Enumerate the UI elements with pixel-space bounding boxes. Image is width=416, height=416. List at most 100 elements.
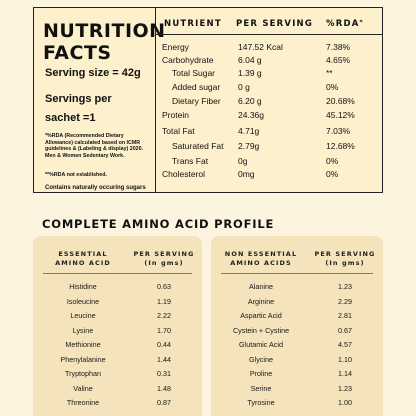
amino-acid-name: Threonine: [66, 398, 100, 407]
header-line-2: (In gms): [325, 259, 365, 267]
amino-acid-name: Isoleucine: [66, 296, 100, 306]
nutrient-row: Protein 24.36g 45.12%: [34, 110, 382, 123]
amino-acid-value: 2.81: [338, 311, 352, 320]
essential-serving-header: PER SERVING (In gms): [129, 250, 199, 268]
essential-amino-panel: ESSENTIAL AMINO ACID PER SERVING (In gms…: [33, 236, 202, 416]
nutrient-rda: 45.12%: [326, 110, 355, 120]
nutrient-name: Cholesterol: [162, 169, 205, 179]
nutrient-serving: 24.36g: [238, 110, 264, 120]
amino-acid-value: 1.23: [338, 282, 352, 291]
amino-row: Alanine 1.23: [211, 282, 383, 296]
amino-row: Proline 1.14: [211, 369, 383, 383]
title-line-1: NUTRITION: [43, 20, 166, 42]
amino-acid-name: Alanine: [249, 282, 273, 291]
amino-row: Glutamic Acid 4.57: [211, 340, 383, 354]
servings-per-sachet: Servings per sachet =1: [45, 90, 135, 128]
amino-acid-value: 1.00: [338, 398, 352, 407]
rda-not-established-note: **%RDA not established.: [45, 172, 107, 178]
nutrient-rda: 0%: [326, 82, 339, 92]
amino-row: Histidine 0.63: [33, 282, 202, 296]
header-rda-asterisk: *: [359, 19, 363, 26]
nutrient-rda: 12.68%: [326, 141, 355, 151]
amino-acid-value: 1.19: [157, 296, 171, 306]
nutrient-serving: 4.71g: [238, 126, 260, 136]
nutrient-serving: 147.52 Kcal: [238, 42, 283, 52]
nutrient-rda: 4.65%: [326, 55, 351, 65]
header-per-serving: PER SERVING: [236, 19, 314, 29]
amino-acid-name: Lysine: [72, 325, 94, 335]
amino-acid-value: 1.23: [338, 383, 352, 393]
amino-profile-title: COMPLETE AMINO ACID PROFILE: [42, 217, 275, 231]
nutrient-row: Trans Fat 0g 0%: [34, 156, 382, 169]
amino-acid-name: Proline: [249, 369, 273, 378]
nutrient-row: Total Sugar 1.39 g **: [34, 68, 382, 81]
nutrient-rda: 0%: [326, 169, 339, 179]
amino-acid-name: Aspartic Acid: [240, 311, 282, 320]
non-essential-amino-panel: NON ESSENTIAL AMINO ACIDS PER SERVING (I…: [211, 236, 383, 416]
amino-row: Tryptophan 0.31: [33, 369, 202, 383]
nutrient-rda: 0%: [326, 156, 339, 166]
amino-acid-name: Phenylalanine: [60, 354, 106, 364]
amino-acid-value: 1.14: [338, 369, 352, 378]
amino-acid-name: Cystein + Cystine: [232, 325, 290, 335]
non-essential-acid-header: NON ESSENTIAL AMINO ACIDS: [215, 250, 307, 268]
header-line-2: (In gms): [144, 259, 184, 267]
amino-acid-name: Valine: [73, 383, 93, 393]
nutrient-name: Protein: [162, 110, 189, 120]
nutrient-serving: 0 g: [238, 82, 250, 92]
nutrient-row: Energy 147.52 Kcal 7.38%: [34, 42, 382, 55]
header-rda: %RDA*: [326, 19, 363, 29]
header-line-2: AMINO ACID: [55, 259, 111, 267]
amino-row: Arginine 2.29: [211, 297, 383, 311]
essential-acid-header: ESSENTIAL AMINO ACID: [39, 250, 127, 268]
amino-row: Aspartic Acid 2.81: [211, 311, 383, 325]
non-essential-serving-header: PER SERVING (In gms): [311, 250, 379, 268]
header-line-1: NON ESSENTIAL: [224, 250, 298, 258]
amino-row: Tyrosine 1.00: [211, 398, 383, 412]
title-line-2: FACTS: [43, 42, 112, 64]
servings-per-line-2: sachet =1: [45, 112, 96, 124]
nutrient-name: Carbohydrate: [162, 55, 214, 65]
nutrient-row: Cholesterol 0mg 0%: [34, 169, 382, 182]
header-rule: [156, 34, 382, 35]
amino-acid-name: Serine: [250, 383, 272, 393]
amino-acid-value: 0.31: [157, 369, 171, 378]
nutrient-row: Carbohydrate 6.04 g 4.65%: [34, 55, 382, 68]
header-nutrient: NUTRIENT: [164, 19, 222, 29]
amino-row: Cystein + Cystine 0.67: [211, 326, 383, 340]
amino-row: Glycine 1.10: [211, 355, 383, 369]
amino-acid-name: Arginine: [247, 296, 275, 306]
amino-acid-value: 1.10: [338, 354, 352, 364]
amino-acid-value: 4.57: [338, 340, 352, 349]
amino-acid-name: Glycine: [249, 354, 273, 364]
amino-row: Serine 1.23: [211, 384, 383, 398]
nutrient-serving: 0g: [238, 156, 248, 166]
amino-row: Phenylalanine 1.44: [33, 355, 202, 369]
amino-acid-name: Histidine: [69, 282, 97, 291]
amino-acid-name: Tryptophan: [64, 369, 102, 378]
nutrient-serving: 6.04 g: [238, 55, 262, 65]
amino-acid-value: 0.87: [157, 398, 171, 407]
serving-size: Serving size = 42g: [45, 67, 141, 79]
nutrient-rda: 20.68%: [326, 96, 355, 106]
header-line-2: AMINO ACIDS: [230, 259, 292, 267]
nutrient-name: Saturated Fat: [172, 141, 224, 151]
amino-acid-value: 1.70: [157, 325, 171, 335]
nutrient-row: Dietary Fiber 6.20 g 20.68%: [34, 96, 382, 109]
column-divider: [155, 8, 156, 192]
amino-row: Methionine 0.44: [33, 340, 202, 354]
nutrient-name: Energy: [162, 42, 189, 52]
nutrient-serving: 2.79g: [238, 141, 260, 151]
header-line-1: PER SERVING: [133, 250, 195, 258]
amino-acid-value: 1.48: [157, 383, 171, 393]
nutrient-name: Total Fat: [162, 126, 195, 136]
nutrient-name: Total Sugar: [172, 68, 215, 78]
amino-acid-name: Methionine: [65, 340, 101, 349]
servings-per-line-1: Servings per: [45, 93, 112, 105]
amino-acid-value: 0.63: [157, 282, 171, 291]
contains-note: Contains naturally occuring sugars: [45, 185, 146, 191]
nutrient-name: Dietary Fiber: [172, 96, 221, 106]
nutrition-facts-title: NUTRITION FACTS: [43, 20, 166, 64]
rda-footnote: *%RDA (Recommended Dietary Allowance) ca…: [45, 133, 144, 160]
header-rda-label: %RDA: [326, 19, 360, 29]
